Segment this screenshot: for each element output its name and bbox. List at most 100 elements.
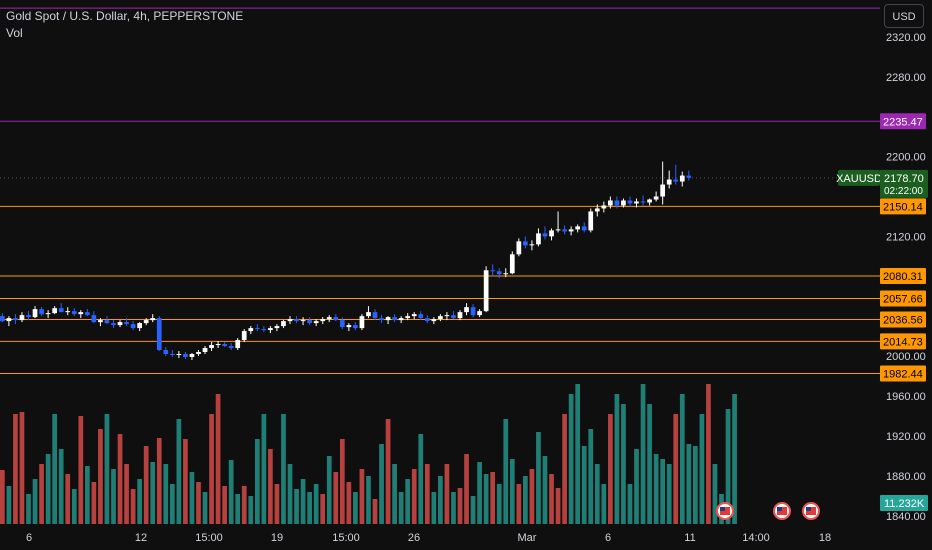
- volume-bar: [163, 464, 169, 524]
- level-price-tag-bg: [880, 290, 926, 307]
- candle-body: [562, 229, 567, 232]
- price-axis-tick: 2120.00: [886, 231, 926, 243]
- volume-bar: [640, 384, 646, 524]
- candle-body: [19, 315, 25, 321]
- volume-bar: [614, 394, 620, 524]
- candle-body: [65, 311, 71, 313]
- volume-bar: [542, 456, 548, 524]
- candle-body: [26, 315, 31, 318]
- candle-body: [621, 200, 626, 206]
- volume-bar: [333, 472, 339, 524]
- candle-body: [209, 345, 214, 349]
- volume-bar: [45, 454, 51, 524]
- candle-body: [490, 270, 496, 272]
- candle-body: [666, 179, 672, 185]
- candle-body: [608, 200, 613, 206]
- candle-body: [477, 311, 482, 316]
- candle-body: [143, 320, 149, 324]
- volume-bar: [601, 484, 607, 524]
- volume-bar: [6, 486, 12, 524]
- volume-indicator-label[interactable]: Vol: [6, 26, 23, 40]
- chart-legend: Gold Spot / U.S. Dollar, 4h, PEPPERSTONE…: [6, 8, 243, 41]
- candle-body: [438, 316, 443, 320]
- level-price-tag-bg: [880, 267, 926, 284]
- volume-bar: [169, 484, 175, 524]
- price-axis-tick: 2280.00: [886, 72, 926, 84]
- currency-button[interactable]: USD: [884, 4, 924, 28]
- volume-bar: [222, 486, 227, 524]
- candle-body: [169, 354, 175, 356]
- volume-bar: [287, 464, 293, 524]
- symbol-tag: XAUUSD: [836, 173, 882, 185]
- flag-canton: [806, 507, 811, 511]
- candle-body: [32, 309, 38, 318]
- volume-bar: [353, 492, 358, 524]
- volume-bar: [39, 464, 44, 524]
- time-axis-tick: 12: [135, 532, 147, 544]
- volume-bar: [418, 434, 424, 524]
- candle-body: [451, 315, 456, 319]
- time-axis-tick: Mar: [518, 532, 537, 544]
- candle-body: [228, 346, 234, 349]
- candle-body: [333, 317, 339, 321]
- candle-body: [673, 179, 679, 182]
- level-price-tag-bg: [880, 311, 926, 328]
- volume-bar: [19, 412, 25, 524]
- time-axis-tick: 6: [605, 532, 611, 544]
- chart-title: Gold Spot / U.S. Dollar, 4h, PEPPERSTONE: [6, 9, 244, 23]
- time-axis-tick: 11: [684, 532, 695, 544]
- volume-bar: [98, 429, 103, 524]
- candle-body: [176, 354, 182, 356]
- volume-bar: [65, 474, 71, 524]
- volume-bar: [562, 414, 567, 524]
- volume-bar: [71, 489, 77, 524]
- candle-body: [339, 320, 345, 328]
- flag-canton: [720, 507, 725, 511]
- volume-bar: [0, 470, 5, 524]
- candle-body: [634, 201, 639, 204]
- volume-bar: [91, 482, 97, 524]
- candle-body: [130, 324, 136, 329]
- volume-bar: [712, 464, 718, 524]
- volume-bar: [339, 439, 345, 524]
- candle-body: [98, 320, 103, 323]
- candle-body: [523, 241, 528, 246]
- candle-body: [6, 318, 12, 322]
- candle-body: [679, 175, 685, 182]
- volume-bar: [183, 439, 188, 524]
- volume-bar: [503, 419, 509, 524]
- volume-bar: [496, 484, 502, 524]
- candle-body: [601, 205, 607, 209]
- candle-body: [431, 319, 437, 322]
- candle-body: [398, 318, 404, 321]
- candle-body: [686, 175, 692, 178]
- volume-bar: [189, 472, 195, 524]
- candle-body: [137, 323, 142, 329]
- volume-bar: [725, 409, 731, 524]
- candle-body: [326, 317, 332, 320]
- volume-bar: [248, 496, 254, 524]
- volume-bar: [117, 434, 123, 524]
- volume-bar: [673, 414, 679, 524]
- time-axis-tick: 15:00: [195, 532, 223, 544]
- price-axis-tick: 1840.00: [886, 511, 926, 523]
- symbol-tag-bg: [838, 169, 880, 186]
- volume-bar: [241, 486, 247, 524]
- candle-body: [470, 307, 476, 316]
- candle-body: [392, 317, 397, 321]
- volume-bar: [516, 484, 522, 524]
- candle-body: [346, 325, 352, 328]
- candle-body: [124, 322, 129, 325]
- candle-body: [71, 311, 77, 315]
- volume-bar: [137, 479, 142, 524]
- candle-body: [483, 270, 489, 312]
- candle-body: [418, 314, 424, 319]
- candle-body: [0, 316, 5, 322]
- flag-canton: [777, 507, 782, 511]
- volume-bar: [26, 494, 31, 524]
- volume-bar: [529, 469, 535, 524]
- candle-body: [385, 317, 391, 321]
- volume-bar: [627, 484, 633, 524]
- volume-bar: [313, 484, 319, 524]
